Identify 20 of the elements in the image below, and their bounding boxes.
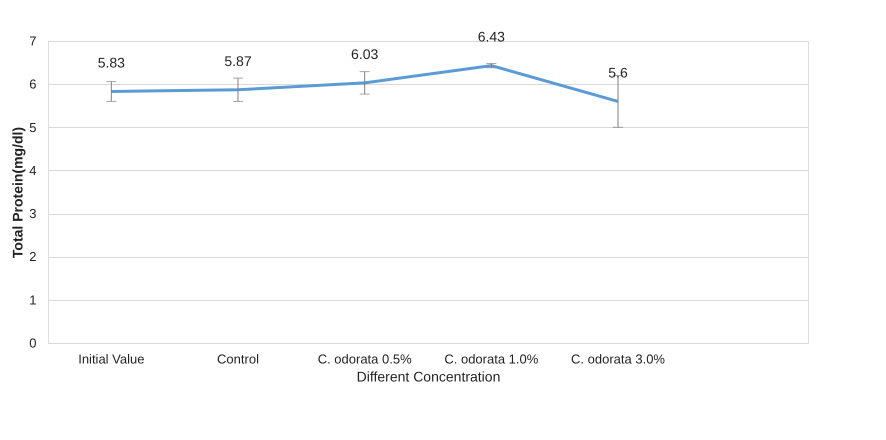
x-tick-label: C. odorata 1.0% (444, 352, 539, 366)
y-tick-label: 0 (29, 336, 36, 350)
x-tick-label: Initial Value (78, 352, 144, 366)
data-label: 5.6 (608, 64, 628, 80)
data-label: 6.03 (351, 46, 379, 62)
y-tick-label: 3 (29, 206, 36, 222)
y-tick-label: 7 (29, 34, 36, 48)
x-tick-label: C. odorata 0.5% (318, 352, 412, 366)
data-label: 5.87 (224, 52, 252, 69)
y-tick-label: 5 (29, 120, 36, 135)
data-label: 6.43 (478, 28, 506, 45)
x-tick-label: C. odorata 3.0% (571, 352, 666, 366)
data-label: 5.83 (98, 54, 126, 70)
x-axis-title: Different Concentration (356, 368, 500, 384)
y-axis-title: Total Protein(mg/dl) (9, 126, 26, 258)
y-tick-label: 4 (29, 162, 36, 178)
x-tick-label: Control (217, 352, 260, 366)
y-tick-label: 6 (29, 76, 36, 92)
y-tick-label: 2 (29, 249, 36, 264)
y-tick-label: 1 (29, 292, 36, 308)
